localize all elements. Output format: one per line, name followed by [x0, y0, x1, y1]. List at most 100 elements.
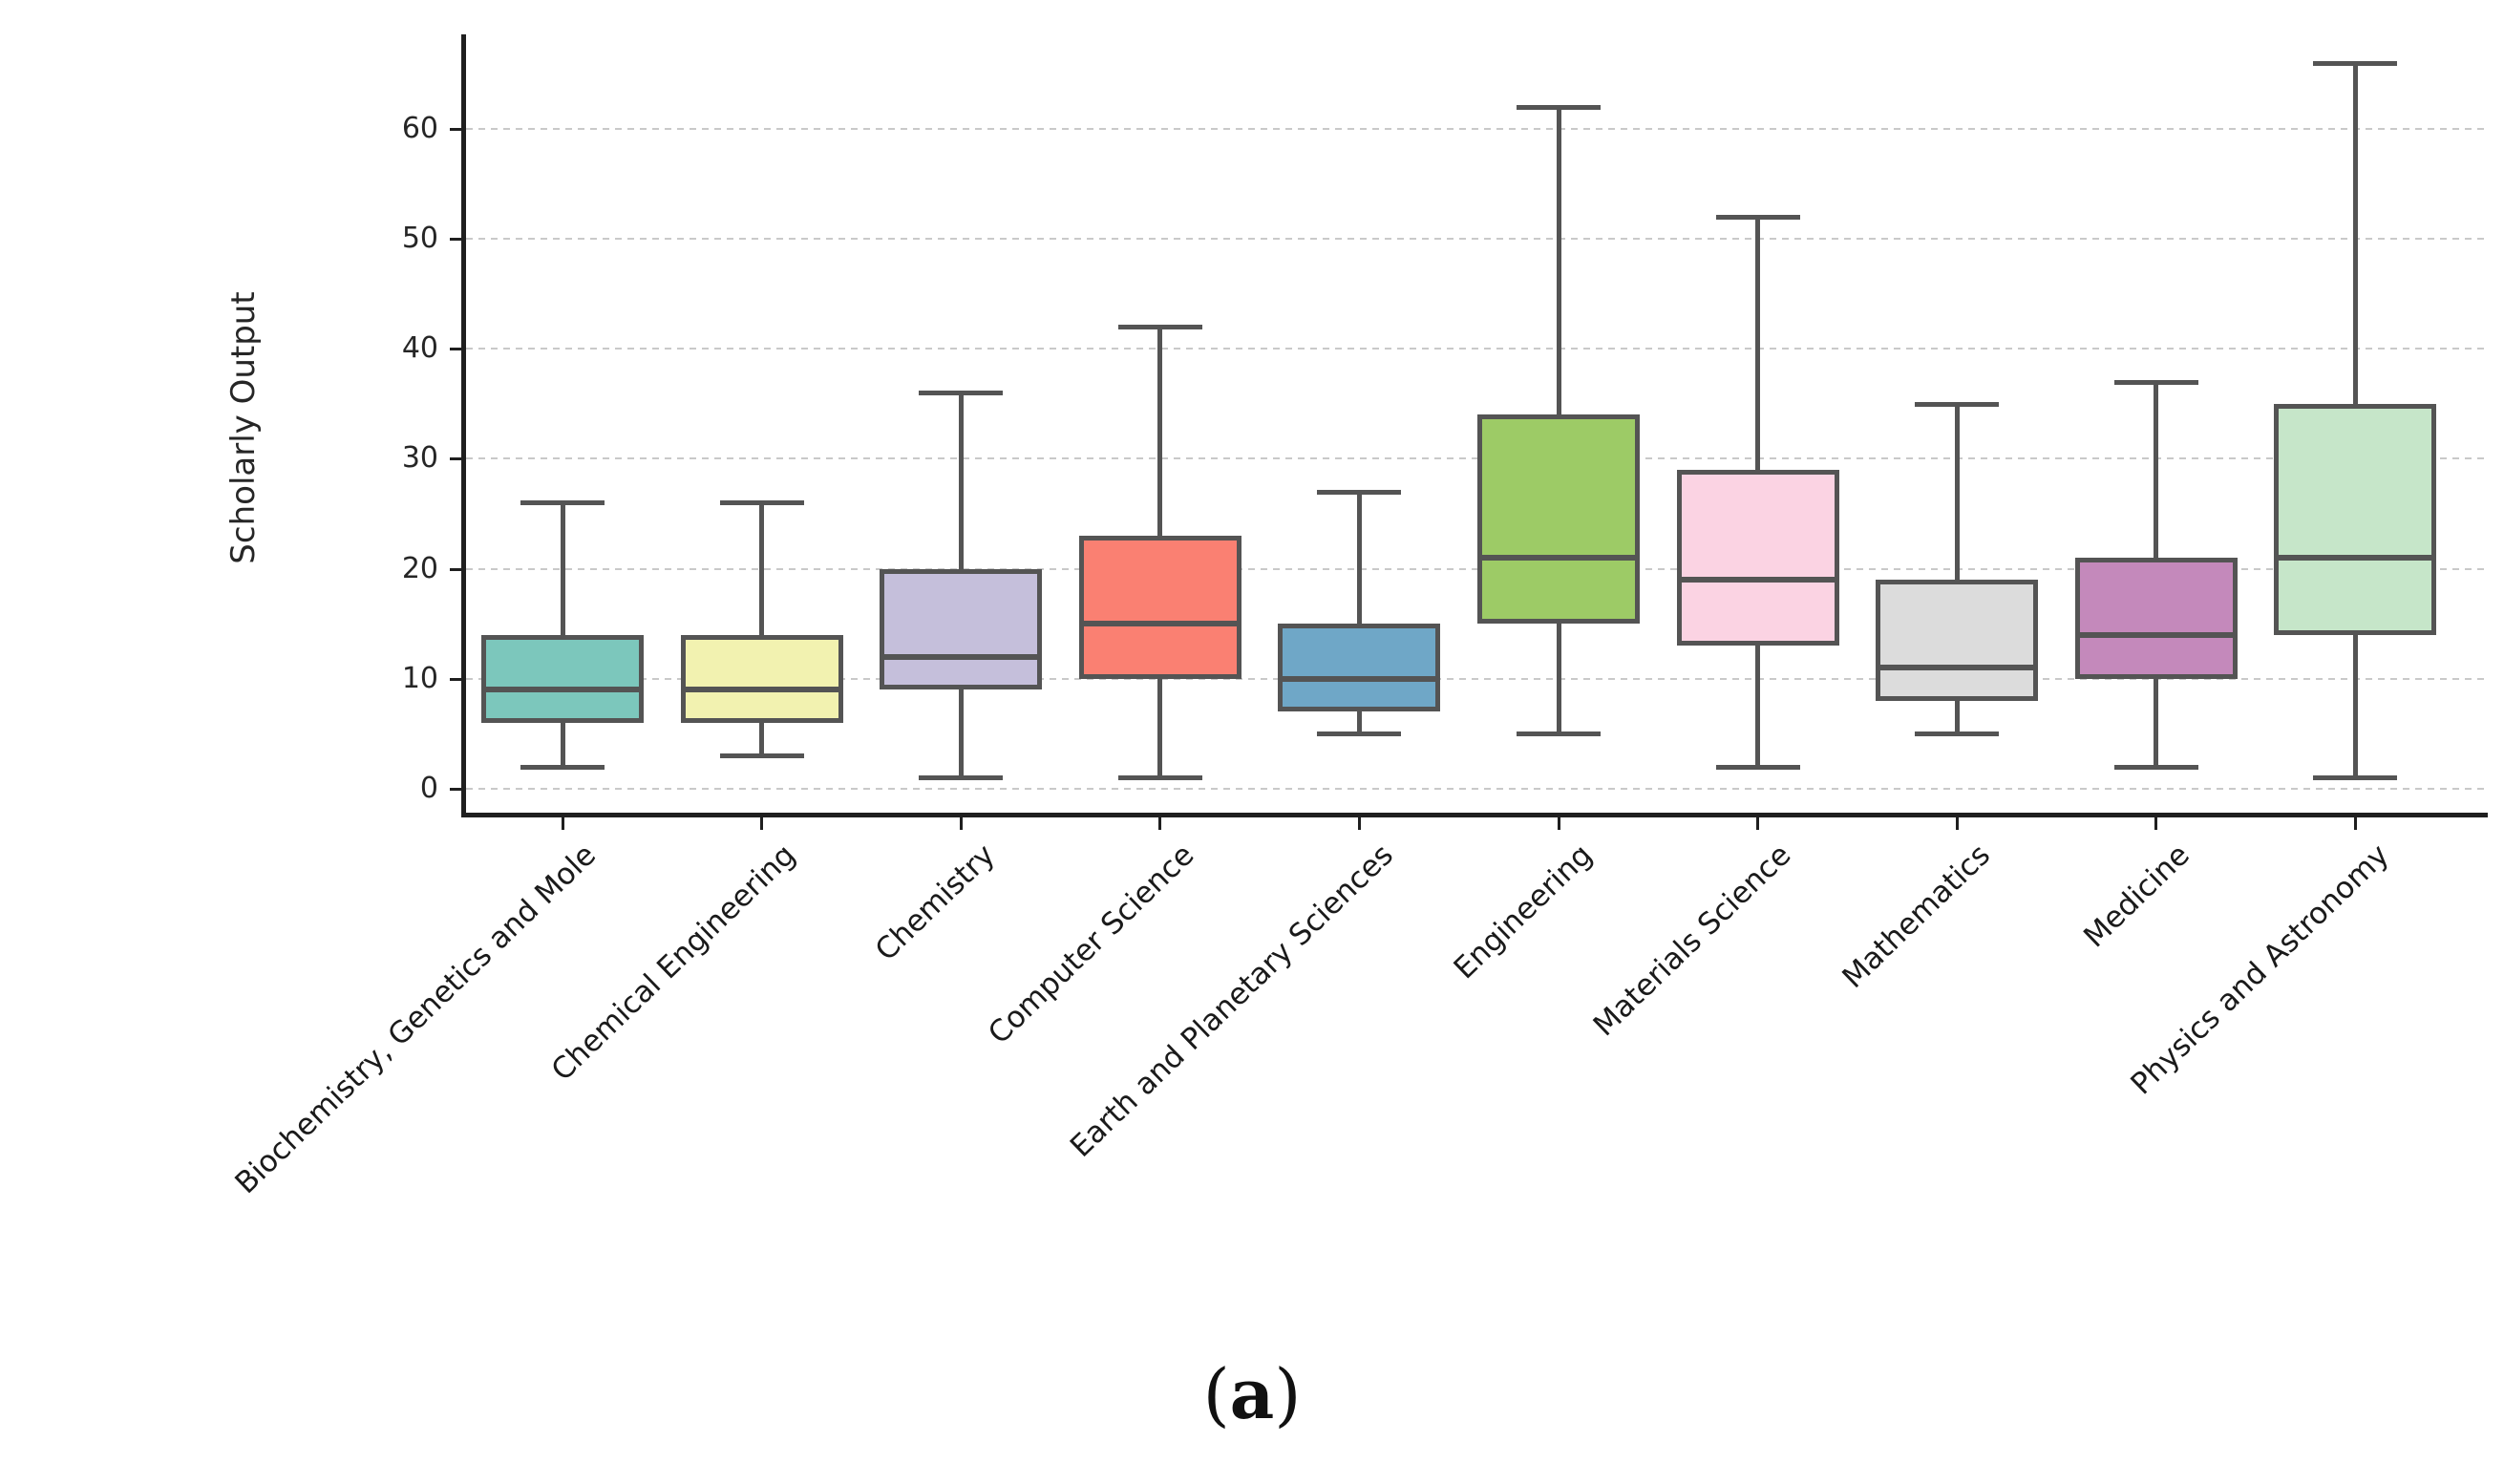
whisker-upper — [1954, 403, 1960, 581]
whisker-upper — [560, 502, 565, 635]
whisker-upper — [2352, 62, 2358, 404]
whisker-cap-min — [919, 775, 1004, 781]
whisker-cap-min — [719, 753, 804, 759]
whisker-lower — [2352, 634, 2358, 778]
whisker-upper — [1755, 216, 1761, 470]
x-category-label: Computer Science — [981, 837, 1201, 1051]
whisker-cap-max — [1117, 325, 1202, 330]
box-8 — [1876, 580, 2039, 701]
whisker-upper — [1356, 491, 1362, 625]
whisker-lower — [1954, 700, 1960, 734]
whisker-cap-max — [719, 500, 804, 506]
y-tick-label: 30 — [401, 441, 438, 476]
x-category-label: Materials Science — [1587, 837, 1798, 1044]
y-gridline — [466, 677, 2488, 680]
median-line — [1083, 621, 1237, 627]
whisker-cap-max — [1317, 489, 1402, 495]
y-gridline — [466, 457, 2488, 460]
y-tick-label: 20 — [401, 551, 438, 585]
caption-paren-close: ) — [1274, 1354, 1302, 1434]
median-line — [884, 653, 1038, 660]
median-line — [1482, 555, 1635, 562]
whisker-cap-min — [1317, 731, 1402, 737]
x-category-label: Biochemistry, Genetics and Mole — [228, 837, 604, 1201]
whisker-upper — [1157, 327, 1163, 537]
box-2 — [680, 634, 843, 723]
whisker-cap-min — [2313, 775, 2398, 781]
median-line — [486, 687, 639, 693]
median-line — [685, 687, 838, 693]
box-4 — [1078, 536, 1241, 679]
box-7 — [1676, 469, 1839, 647]
whisker-upper — [759, 502, 765, 635]
x-tick-mark — [561, 817, 564, 830]
whisker-cap-min — [1117, 775, 1202, 781]
whisker-cap-max — [919, 391, 1004, 396]
y-gridline — [466, 348, 2488, 350]
x-category-label: Engineering — [1447, 837, 1600, 986]
whisker-upper — [958, 392, 964, 569]
whisker-lower — [759, 722, 765, 756]
whisker-upper — [1556, 106, 1561, 415]
whisker-cap-min — [1715, 764, 1800, 770]
y-gridline — [466, 238, 2488, 240]
whisker-lower — [1755, 646, 1761, 767]
box-3 — [880, 568, 1043, 690]
box-1 — [481, 634, 644, 723]
whisker-cap-max — [520, 500, 605, 506]
whisker-cap-max — [1915, 401, 2000, 407]
caption-paren-open: ( — [1202, 1354, 1230, 1434]
y-tick-label: 50 — [401, 222, 438, 255]
whisker-cap-max — [2313, 60, 2398, 66]
y-tick-mark — [450, 457, 466, 461]
y-tick-mark — [450, 348, 466, 351]
y-axis-spine — [461, 34, 466, 817]
caption-letter: a — [1229, 1353, 1275, 1434]
x-tick-mark — [1357, 817, 1361, 830]
whisker-cap-min — [2113, 764, 2198, 770]
whisker-lower — [2154, 678, 2159, 767]
whisker-upper — [2154, 381, 2159, 559]
y-tick-mark — [450, 567, 466, 571]
y-axis-label: Scholarly Output — [224, 291, 263, 564]
x-axis-spine — [461, 813, 2488, 817]
y-tick-mark — [450, 788, 466, 791]
y-tick-label: 40 — [401, 331, 438, 366]
y-gridline — [466, 788, 2488, 790]
y-tick-label: 10 — [401, 661, 438, 695]
x-category-label: Mathematics — [1836, 837, 1998, 995]
whisker-lower — [560, 722, 565, 767]
x-tick-mark — [959, 817, 963, 830]
median-line — [1880, 665, 2034, 671]
x-tick-mark — [1756, 817, 1760, 830]
whisker-cap-max — [1517, 104, 1601, 110]
whisker-cap-min — [1517, 731, 1601, 737]
box-10 — [2274, 403, 2437, 635]
y-tick-label: 60 — [401, 111, 438, 145]
y-tick-mark — [450, 677, 466, 681]
x-category-label: Earth and Planetary Sciences — [1063, 837, 1400, 1164]
median-line — [1283, 675, 1436, 682]
y-tick-mark — [450, 127, 466, 131]
x-tick-mark — [1158, 817, 1162, 830]
whisker-cap-max — [2113, 379, 2198, 385]
whisker-cap-max — [1715, 214, 1800, 220]
whisker-lower — [1356, 711, 1362, 734]
box-6 — [1477, 414, 1640, 625]
median-line — [1681, 577, 1835, 583]
figure-caption: (a) — [1061, 1353, 1443, 1434]
y-gridline — [466, 567, 2488, 570]
median-line — [2279, 555, 2432, 562]
whisker-cap-min — [520, 764, 605, 770]
box-9 — [2074, 558, 2238, 679]
whisker-lower — [1157, 678, 1163, 778]
box-5 — [1278, 624, 1441, 712]
y-gridline — [466, 127, 2488, 130]
median-line — [2079, 631, 2233, 638]
whisker-lower — [1556, 624, 1561, 734]
x-category-label: Medicine — [2077, 837, 2197, 955]
x-category-label: Chemistry — [868, 837, 1002, 968]
x-tick-mark — [1557, 817, 1560, 830]
x-tick-mark — [1955, 817, 1959, 830]
